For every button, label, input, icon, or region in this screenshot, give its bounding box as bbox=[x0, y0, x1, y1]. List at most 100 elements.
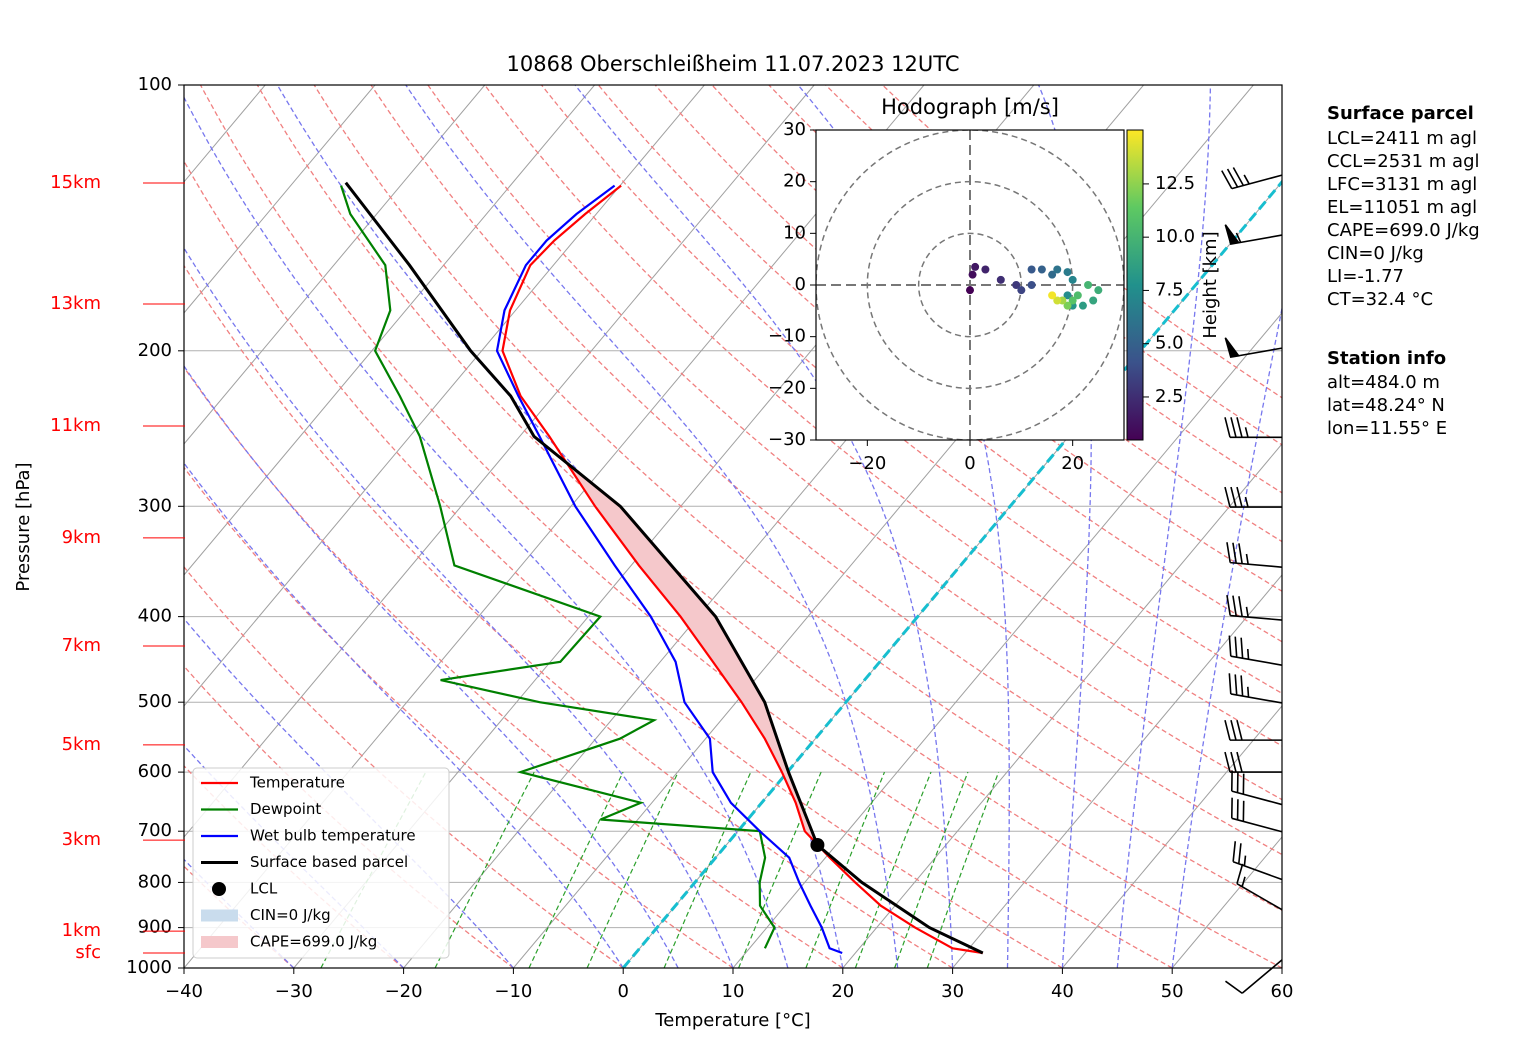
y-tick-label: 100 bbox=[138, 74, 172, 95]
barb-shape bbox=[1232, 841, 1283, 881]
mixing-ratio-line bbox=[528, 771, 624, 968]
info-line: CIN=0 J/kg bbox=[1327, 243, 1424, 264]
hodo-point bbox=[1017, 286, 1026, 295]
hodo-point bbox=[1048, 291, 1057, 300]
x-tick-label: 50 bbox=[1161, 981, 1184, 1002]
x-tick-label: 20 bbox=[831, 981, 854, 1002]
y-tick-label: 0 bbox=[795, 274, 806, 295]
y-tick-label: 30 bbox=[783, 119, 806, 140]
colorbar-tick-label: 2.5 bbox=[1155, 386, 1184, 407]
hodo-plot bbox=[816, 130, 1124, 440]
dry-adiabat bbox=[427, 85, 1282, 801]
profile-line bbox=[340, 185, 776, 949]
isotherm bbox=[842, 443, 1282, 968]
hodograph: Hodograph [m/s] −20 0 20 30 20 10 0 −10 −20 −30 2.5… bbox=[768, 95, 1221, 474]
barb-shape bbox=[1228, 635, 1283, 666]
hodo-point bbox=[1063, 268, 1072, 277]
y-tick-label: 400 bbox=[138, 606, 172, 627]
x-tick-label: −10 bbox=[494, 981, 532, 1002]
colorbar-tick-label: 7.5 bbox=[1155, 279, 1184, 300]
hodo-point bbox=[1053, 265, 1062, 274]
colorbar-tick-label: 10.0 bbox=[1155, 226, 1195, 247]
wind-barb bbox=[1221, 167, 1283, 190]
hodo-point bbox=[996, 275, 1005, 284]
barb-shape bbox=[1224, 224, 1283, 246]
legend-swatch bbox=[201, 936, 238, 948]
y-tick-label: −20 bbox=[768, 377, 806, 398]
info-title: Surface parcel bbox=[1327, 103, 1474, 124]
info-line: lat=48.24° N bbox=[1327, 395, 1445, 416]
y-tick-label: 200 bbox=[138, 340, 172, 361]
y-tick-label: 500 bbox=[138, 691, 172, 712]
wind-barb bbox=[1224, 224, 1283, 246]
wind-barb bbox=[1226, 542, 1283, 568]
dry-adiabat bbox=[313, 85, 1282, 912]
height-label: 9km bbox=[62, 527, 101, 548]
hodo-point bbox=[971, 262, 980, 271]
moist-adiabat bbox=[1171, 305, 1282, 968]
y-tick-label: 20 bbox=[783, 171, 806, 192]
dry-adiabat bbox=[184, 160, 1063, 968]
wind-barb bbox=[1224, 417, 1282, 439]
dry-adiabat bbox=[484, 85, 1282, 747]
moist-adiabat bbox=[184, 364, 679, 968]
barb-shape bbox=[1226, 595, 1283, 621]
hodo-point bbox=[1089, 296, 1098, 305]
isotherm bbox=[732, 312, 1282, 968]
info-line: EL=11051 m agl bbox=[1327, 197, 1477, 218]
isotherm bbox=[184, 85, 705, 707]
profile-line bbox=[495, 184, 843, 955]
hodo-point bbox=[1084, 281, 1093, 289]
barb-shape bbox=[1226, 542, 1283, 568]
barb-shape bbox=[1224, 337, 1283, 359]
moist-adiabat bbox=[184, 96, 789, 968]
height-label: 11km bbox=[50, 415, 101, 436]
x-tick-label: 60 bbox=[1271, 981, 1294, 1002]
colorbar-tick-label: 12.5 bbox=[1155, 173, 1195, 194]
info-line: CCL=2531 m agl bbox=[1327, 151, 1480, 172]
barb-shape bbox=[1236, 863, 1283, 911]
x-tick-label: −20 bbox=[385, 981, 423, 1002]
height-label: 15km bbox=[50, 172, 101, 193]
legend-label: LCL bbox=[250, 880, 278, 898]
profile-line bbox=[501, 184, 983, 955]
wind-barb bbox=[1228, 635, 1283, 666]
wind-barb bbox=[1224, 337, 1283, 359]
legend: Temperature Dewpoint Wet bulb temperature S… bbox=[192, 767, 450, 959]
isotherm bbox=[184, 85, 595, 576]
wind-barb bbox=[1230, 797, 1283, 833]
info-line: CAPE=699.0 J/kg bbox=[1327, 220, 1480, 241]
plot-area bbox=[184, 85, 1282, 968]
info-line: alt=484.0 m bbox=[1327, 372, 1440, 393]
colorbar-label: Height [km] bbox=[1200, 231, 1221, 338]
hodo-point bbox=[1037, 265, 1046, 274]
x-tick-label: 0 bbox=[964, 453, 975, 474]
x-tick-label: 40 bbox=[1051, 981, 1074, 1002]
barb-shape bbox=[1228, 673, 1283, 704]
isotherm bbox=[184, 85, 376, 314]
height-label: 13km bbox=[50, 293, 101, 314]
wind-barb bbox=[1236, 863, 1283, 911]
x-tick-label: −40 bbox=[165, 981, 203, 1002]
hodo-point bbox=[1063, 301, 1072, 310]
lcl-point bbox=[810, 837, 825, 852]
legend-label: CAPE=699.0 J/kg bbox=[250, 933, 377, 951]
isotherm bbox=[952, 574, 1282, 968]
axes: −40 −30 −20 −10 0 10 20 30 40 50 60100200300400500… bbox=[50, 74, 1293, 1002]
y-tick-label: −10 bbox=[768, 326, 806, 347]
y-tick-label: 900 bbox=[138, 917, 172, 938]
barb-shape bbox=[1224, 751, 1282, 773]
wind-barb bbox=[1224, 486, 1282, 508]
x-axis-label: Temperature [°C] bbox=[654, 1010, 810, 1031]
y-tick-label: 10 bbox=[783, 222, 806, 243]
freezing-isotherm bbox=[622, 179, 1282, 968]
moist-adiabat bbox=[184, 462, 624, 968]
height-label: 1km bbox=[62, 920, 101, 941]
wind-barb bbox=[1230, 770, 1283, 806]
mixing-ratio-line bbox=[805, 771, 886, 968]
y-tick-label: 300 bbox=[138, 495, 172, 516]
y-tick-label: −30 bbox=[768, 429, 806, 450]
chart-title: 10868 Oberschleißheim 11.07.2023 12UTC bbox=[507, 52, 960, 76]
height-label: sfc bbox=[75, 942, 101, 963]
